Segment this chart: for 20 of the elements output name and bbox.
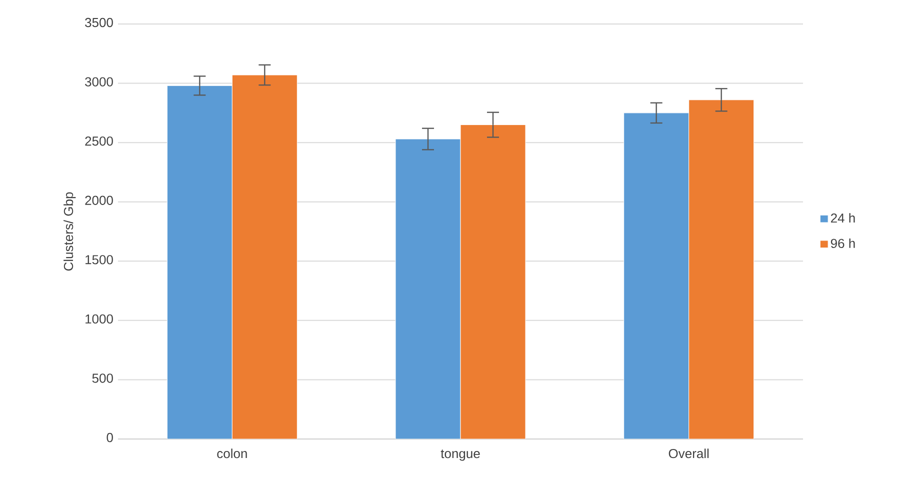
y-tick-label: 3000 <box>85 77 113 86</box>
bar <box>460 124 526 439</box>
bar <box>688 100 754 439</box>
bar <box>166 85 232 439</box>
x-tick-label: tongue <box>440 450 480 461</box>
x-tick-label: colon <box>217 448 247 458</box>
y-tick-label: 1000 <box>86 314 113 324</box>
bar <box>624 112 690 439</box>
y-tick-label: 0 <box>106 432 113 442</box>
y-tick-label: 2500 <box>85 136 113 146</box>
y-tick-label: 3500 <box>85 18 113 28</box>
y-tick-label: 2000 <box>85 196 113 205</box>
y-axis-title: Clusters/ Gbp <box>64 192 76 271</box>
y-tick-label: 1500 <box>86 255 113 264</box>
legend-label: 24 h <box>830 213 855 223</box>
y-tick-label: 500 <box>92 374 113 383</box>
bar <box>232 74 298 439</box>
legend-label: 96 h <box>830 238 855 248</box>
bar <box>395 138 461 439</box>
x-tick-label: Overall <box>668 448 709 458</box>
